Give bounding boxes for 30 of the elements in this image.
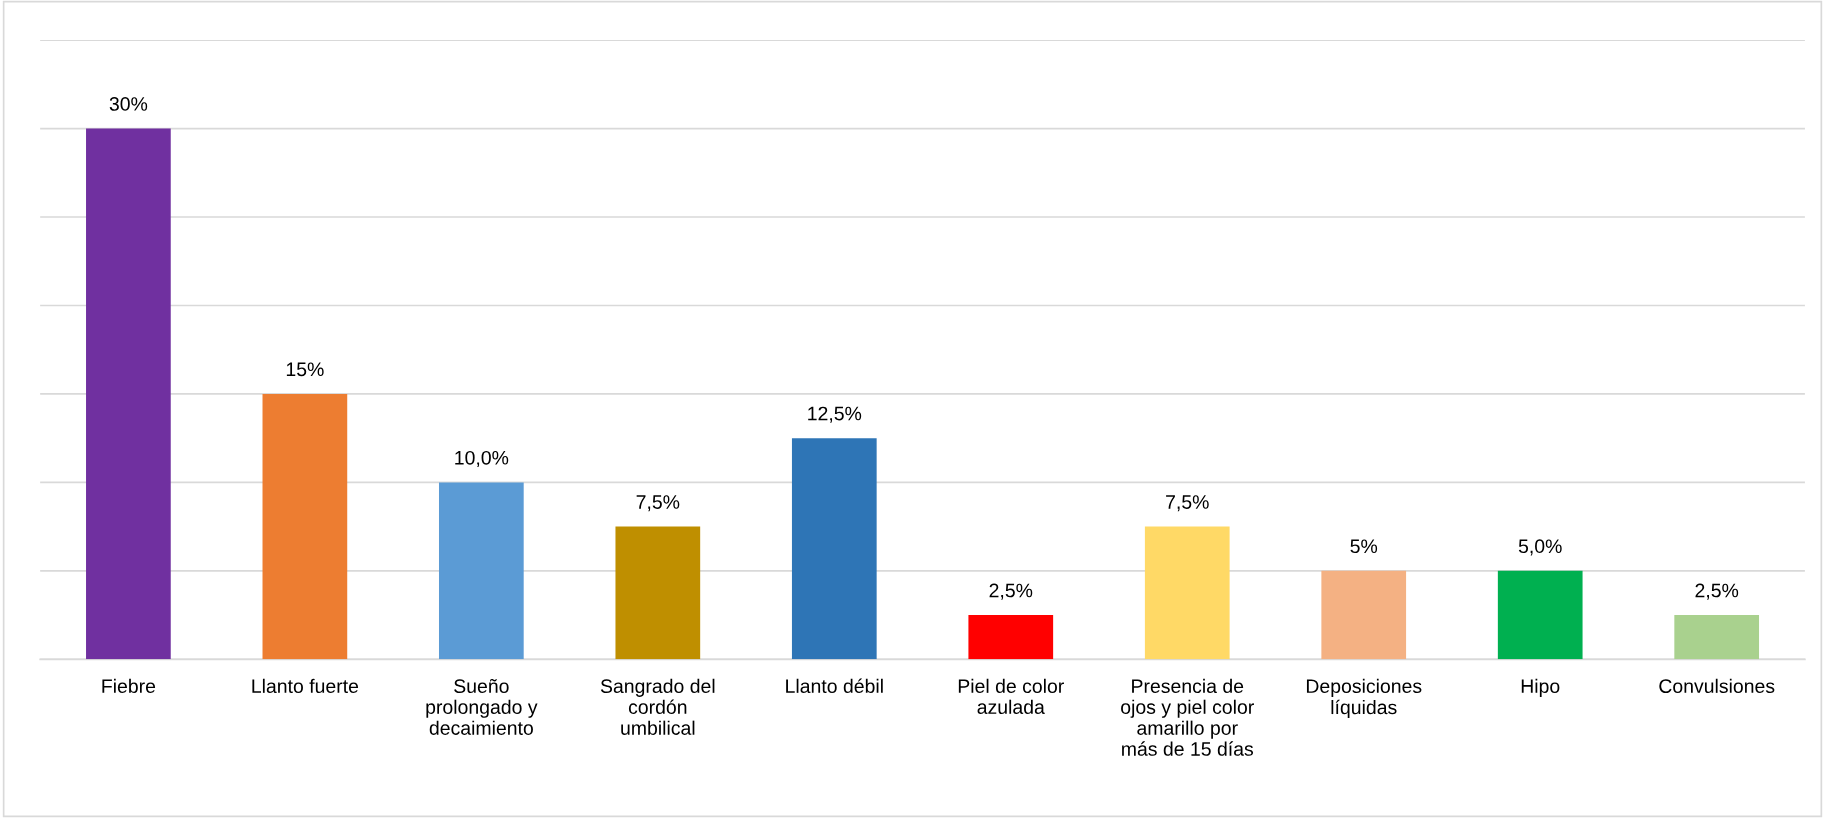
x-tick-label: Llanto fuerte — [252, 678, 359, 694]
bar — [262, 393, 348, 660]
data-label: 10,0% — [455, 450, 509, 467]
data-label: 7,5% — [1166, 495, 1209, 512]
bar — [86, 128, 171, 660]
x-tick-label: Deposiciones líquidas — [1306, 678, 1422, 719]
bar — [438, 482, 524, 660]
x-tick-label: Sueño prolongado y decaimiento — [426, 678, 538, 735]
bar — [1497, 570, 1583, 660]
data-label: 2,5% — [1695, 583, 1739, 600]
data-label: 5,0% — [1518, 539, 1562, 556]
data-label: 5% — [1350, 539, 1378, 554]
data-label: 12,5% — [808, 406, 862, 423]
x-tick-label: Piel de color azulada — [958, 678, 1064, 714]
x-tick-label: Hipo — [1521, 678, 1560, 697]
data-label: 30% — [109, 97, 148, 111]
bar — [791, 438, 877, 660]
x-tick-label: Presencia de ojos y piel color amarillo por más de 15 días — [1121, 678, 1254, 756]
data-label: 15% — [286, 362, 324, 377]
x-tick-label: Convulsiones — [1659, 678, 1775, 694]
bar — [1144, 526, 1230, 660]
bar — [615, 526, 701, 660]
x-tick-label: Fiebre — [102, 678, 156, 694]
x-tick-label: Llanto débil — [786, 678, 883, 694]
bar — [1674, 615, 1760, 660]
x-tick-label: Sangrado del cordón umbilical — [600, 678, 715, 735]
bar — [1321, 570, 1407, 660]
bar — [968, 615, 1054, 660]
data-label: 7,5% — [636, 495, 680, 512]
data-label: 2,5% — [989, 583, 1033, 600]
